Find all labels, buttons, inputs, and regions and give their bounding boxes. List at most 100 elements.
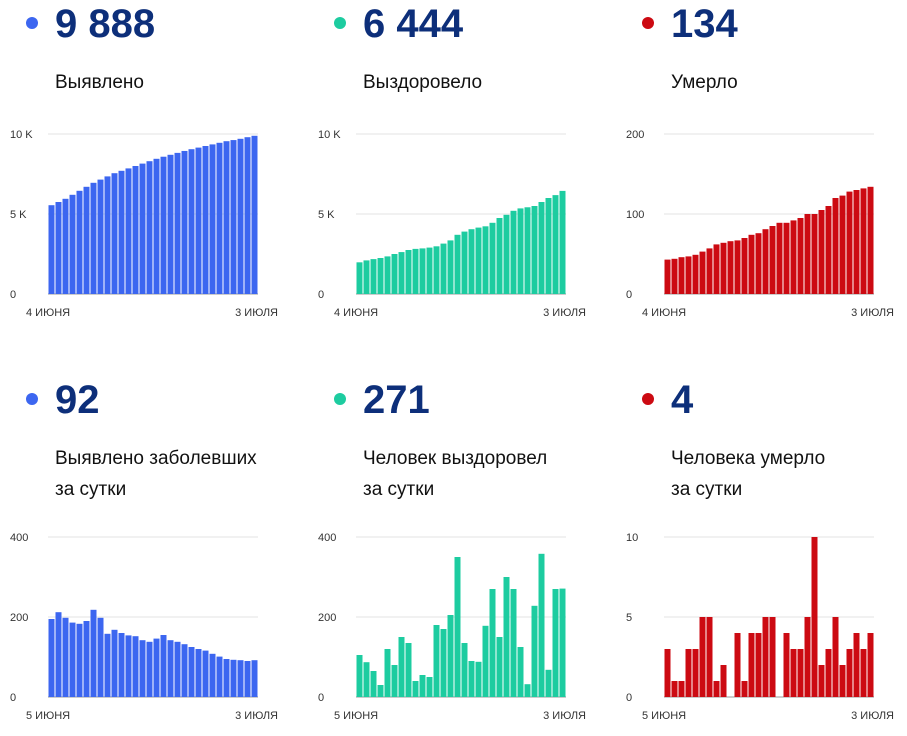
- total-recovered-chart: 10 K 5 K 0 4 ИЮНЯ 3 ИЮЛЯ: [318, 129, 586, 319]
- label-line: Выявлено заболевших: [55, 448, 257, 469]
- bar: [720, 665, 727, 697]
- bar: [223, 141, 230, 294]
- bar: [783, 222, 790, 294]
- x-tick-label-end: 3 ИЮЛЯ: [235, 710, 278, 722]
- bar: [832, 198, 839, 294]
- y-tick-label: 400: [10, 532, 28, 544]
- daily-recovered-value: 271: [363, 378, 430, 422]
- bar: [783, 633, 790, 697]
- bar: [804, 617, 811, 697]
- bar: [398, 252, 405, 294]
- bar: [454, 234, 461, 294]
- x-tick-label-end: 3 ИЮЛЯ: [851, 710, 894, 722]
- bar: [132, 166, 139, 294]
- bar: [384, 256, 391, 294]
- bar: [118, 633, 125, 697]
- bar: [853, 633, 860, 697]
- bar: [419, 248, 426, 294]
- total-recovered-value: 6 444: [363, 2, 464, 46]
- bar: [734, 240, 741, 294]
- bar: [839, 195, 846, 294]
- bar: [412, 248, 419, 294]
- bar: [811, 214, 818, 294]
- bar: [209, 144, 216, 294]
- bar: [755, 233, 762, 294]
- label-line: Человек выздоровел: [363, 448, 548, 469]
- bar: [489, 589, 496, 697]
- bar: [734, 633, 741, 697]
- bar: [517, 208, 524, 294]
- bar: [202, 650, 209, 697]
- bar: [685, 256, 692, 294]
- series-dot-icon: [26, 393, 38, 405]
- y-tick-label: 0: [10, 289, 16, 301]
- bar: [440, 629, 447, 697]
- bar: [769, 617, 776, 697]
- bar: [363, 260, 370, 294]
- bar: [174, 152, 181, 294]
- bar: [363, 662, 370, 697]
- bar: [461, 643, 468, 697]
- bar: [524, 207, 531, 294]
- daily-recovered-label: Человек выздоровел за сутки: [363, 443, 547, 505]
- y-tick-label: 5 K: [318, 209, 335, 221]
- label-line: Человека умерло: [671, 448, 826, 469]
- bar: [90, 182, 97, 294]
- bar: [405, 250, 412, 294]
- x-tick-label-end: 3 ИЮЛЯ: [543, 307, 586, 319]
- bar: [125, 168, 132, 294]
- x-tick-label-start: 5 ИЮНЯ: [26, 710, 70, 722]
- bar: [776, 222, 783, 294]
- y-tick-label: 400: [318, 532, 336, 544]
- bar: [55, 612, 62, 697]
- bar: [83, 621, 90, 697]
- bar: [104, 633, 111, 697]
- bar: [160, 635, 167, 697]
- bar: [398, 637, 405, 697]
- bar: [244, 137, 251, 294]
- bar: [237, 660, 244, 697]
- y-tick-label: 200: [10, 612, 28, 624]
- label-line: за сутки: [671, 479, 743, 500]
- bar: [524, 684, 531, 697]
- y-tick-label: 10: [626, 532, 638, 544]
- bar: [482, 625, 489, 697]
- total-deaths-label: Умерло: [671, 67, 738, 98]
- bar: [216, 142, 223, 294]
- bar: [454, 557, 461, 697]
- bar: [440, 243, 447, 294]
- bar: [461, 231, 468, 294]
- bar: [531, 206, 538, 294]
- y-tick-label: 0: [626, 289, 632, 301]
- bar: [538, 202, 545, 294]
- bar: [48, 205, 55, 294]
- bar: [370, 259, 377, 294]
- bar: [405, 643, 412, 697]
- bar: [678, 257, 685, 294]
- bar: [153, 158, 160, 294]
- bar: [517, 647, 524, 697]
- bar: [111, 629, 118, 697]
- bar: [860, 649, 867, 697]
- bar: [811, 537, 818, 697]
- bar: [69, 194, 76, 294]
- bar: [76, 623, 83, 697]
- bar: [804, 214, 811, 294]
- y-tick-label: 10 K: [318, 129, 341, 141]
- bar: [216, 656, 223, 697]
- panel-daily-cases: 92 Выявлено заболевших за сутки 400 200 0 5…: [0, 376, 290, 736]
- bar: [468, 229, 475, 294]
- bar: [174, 641, 181, 697]
- bar: [76, 190, 83, 294]
- bar: [741, 238, 748, 294]
- bar: [713, 681, 720, 697]
- bar: [104, 176, 111, 294]
- bar: [769, 226, 776, 294]
- bar: [160, 156, 167, 294]
- bar: [426, 677, 433, 697]
- bar: [118, 170, 125, 294]
- bar: [251, 135, 258, 294]
- bar: [209, 653, 216, 697]
- x-tick-label-start: 4 ИЮНЯ: [334, 307, 378, 319]
- y-tick-label: 10 K: [10, 129, 33, 141]
